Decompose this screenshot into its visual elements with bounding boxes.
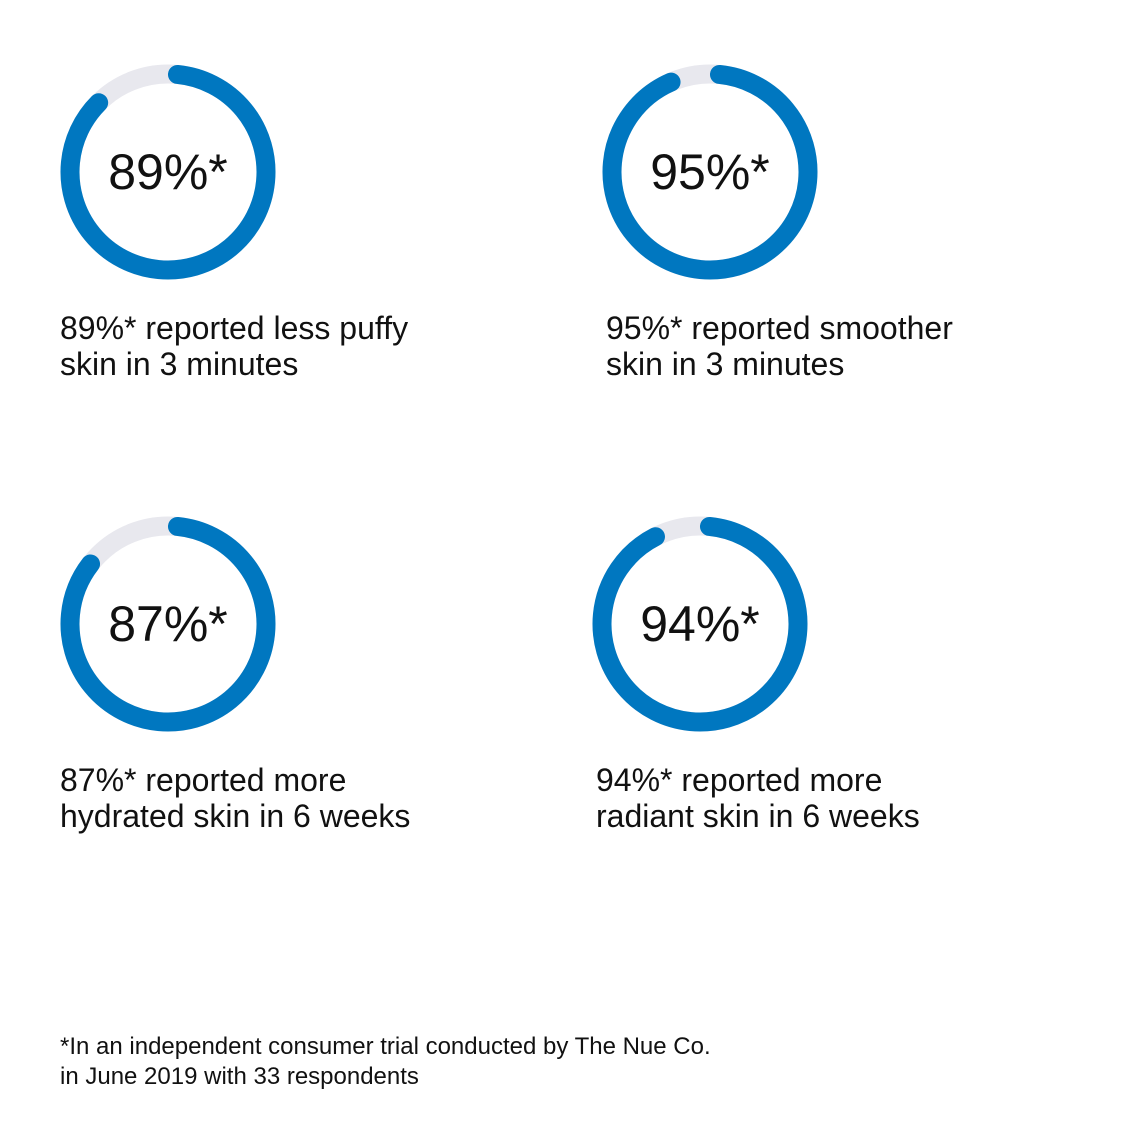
donut-chart [592, 516, 808, 732]
footnote-line: in June 2019 with 33 respondents [60, 1063, 419, 1090]
ring-percentage: 89%* [108, 144, 228, 200]
stat-caption: 94%* reported more radiant skin in 6 wee… [596, 762, 920, 834]
progress-ring: 87%* [58, 514, 278, 734]
ring-percentage: 87%* [108, 596, 228, 652]
donut-chart [60, 64, 276, 280]
donut-chart [602, 64, 818, 280]
donut-chart [60, 516, 276, 732]
ring-percentage: 94%* [640, 596, 760, 652]
stat-caption: 87%* reported more hydrated skin in 6 we… [60, 762, 410, 834]
stat-caption: 95%* reported smoother skin in 3 minutes [606, 310, 953, 382]
footnote: *In an independent consumer trial conduc… [60, 1032, 711, 1092]
caption-line: 87%* reported more [60, 762, 347, 798]
caption-line: skin in 3 minutes [60, 346, 299, 382]
caption-line: 95%* reported smoother [606, 310, 953, 346]
progress-arc [60, 516, 276, 732]
caption-line: hydrated skin in 6 weeks [60, 798, 411, 834]
progress-ring: 95%* [600, 62, 820, 282]
caption-line: radiant skin in 6 weeks [596, 798, 920, 834]
progress-arc [602, 64, 818, 280]
caption-line: skin in 3 minutes [606, 346, 845, 382]
stat-caption: 89%* reported less puffy skin in 3 minut… [60, 310, 408, 382]
footnote-line: *In an independent consumer trial conduc… [60, 1033, 711, 1060]
ring-percentage: 95%* [650, 144, 770, 200]
progress-arc [60, 64, 276, 280]
progress-ring: 94%* [590, 514, 810, 734]
progress-arc [592, 516, 808, 732]
progress-ring: 89%* [58, 62, 278, 282]
caption-line: 89%* reported less puffy [60, 310, 409, 346]
caption-line: 94%* reported more [596, 762, 883, 798]
